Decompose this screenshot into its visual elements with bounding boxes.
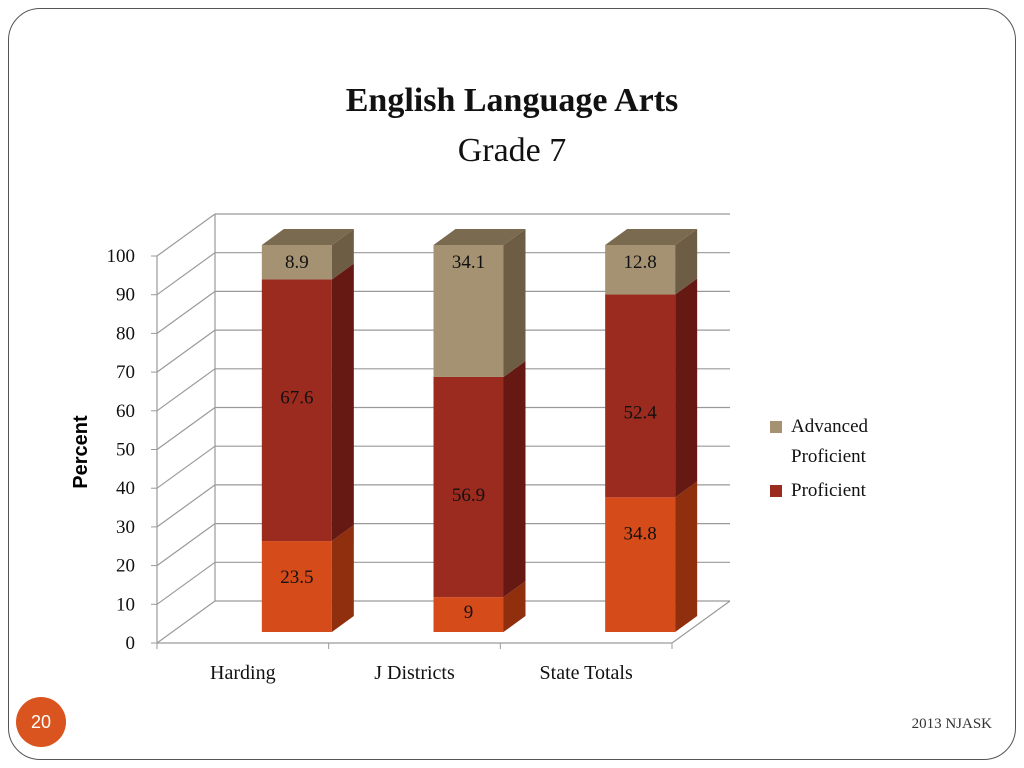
bar-state-totals-series-1 — [605, 294, 676, 498]
data-label-0-1: 67.6 — [280, 387, 313, 408]
bar-top-1 — [433, 229, 526, 245]
gridline-side-10 — [156, 561, 216, 605]
bar-side-1-1 — [503, 360, 526, 598]
y-axis-label: Percent — [70, 415, 92, 489]
legend-swatch-proficient — [770, 485, 782, 497]
legend-label-proficient: Proficient — [791, 480, 866, 501]
y-tick-label-90: 90 — [116, 285, 135, 306]
data-label-1-0: 9 — [464, 602, 474, 623]
legend-swatch-advanced-proficient — [770, 421, 782, 433]
slide-frame — [8, 8, 1016, 760]
bar-state-totals-series-0 — [605, 497, 676, 632]
bar-side-2-1 — [675, 278, 698, 498]
y-tick-label-100: 100 — [107, 246, 136, 267]
gridline-side-80 — [156, 290, 216, 334]
bar-side-2-2 — [675, 229, 698, 295]
bar-side-0-0 — [331, 525, 354, 632]
data-label-1-2: 34.1 — [452, 252, 485, 273]
bar-side-0-2 — [331, 229, 354, 280]
legend-item-advanced-proficient: Advanced Proficient — [770, 412, 930, 472]
y-tick-label-50: 50 — [116, 440, 135, 461]
y-tick-label-60: 60 — [116, 401, 135, 422]
legend-item-proficient: Proficient — [770, 476, 930, 506]
y-tick-label-0: 0 — [126, 633, 136, 654]
data-label-2-2: 12.8 — [624, 252, 657, 273]
bar-j-districts-series-2 — [433, 245, 504, 377]
data-label-0-2: 8.9 — [285, 252, 309, 273]
gridline-side-50 — [156, 407, 216, 450]
category-label-harding: Harding — [210, 662, 276, 684]
bar-j-districts-series-1 — [433, 376, 504, 598]
bar-top-0 — [261, 229, 354, 245]
bar-harding-series-1 — [261, 279, 332, 542]
gridline-side-30 — [156, 484, 216, 528]
gridline-side-100 — [156, 213, 216, 257]
gridline-side-90 — [156, 252, 216, 296]
legend: Advanced Proficient Proficient — [770, 412, 930, 506]
chart-subtitle: Grade 7 — [457, 132, 567, 169]
category-label-state-totals: State Totals — [540, 662, 633, 684]
gridline-side-20 — [156, 523, 216, 567]
bar-harding-series-0 — [261, 541, 332, 632]
bar-layer: 23.5 67.6 8.9 9 56.9 34.1 34.8 52.4 12.8 — [261, 229, 698, 632]
floor-right-edge — [671, 600, 731, 644]
y-tick-label-40: 40 — [116, 478, 135, 499]
bar-side-0-1 — [331, 263, 354, 542]
bar-top-2 — [605, 229, 698, 245]
chart-title: English Language Arts — [345, 82, 679, 119]
category-labels: Harding J Districts State Totals — [156, 643, 673, 684]
y-tick-label-10: 10 — [116, 594, 135, 615]
gridline-side-40 — [156, 445, 216, 489]
footer-text: 2013 NJASK — [911, 716, 992, 732]
gridline-side-60 — [156, 368, 216, 412]
y-tick-label-20: 20 — [116, 556, 135, 577]
tick-layer: 0 10 20 30 40 50 60 70 80 90 100 — [107, 246, 157, 654]
bar-side-2-0 — [675, 481, 698, 632]
data-label-2-0: 34.8 — [624, 523, 657, 544]
page-number-badge: 20 — [16, 697, 66, 747]
bar-state-totals-series-2 — [605, 245, 676, 295]
legend-label-advanced-proficient: Advanced Proficient — [791, 416, 869, 467]
bar-harding-series-2 — [261, 245, 332, 280]
data-label-0-0: 23.5 — [280, 567, 313, 588]
gridline-side-70 — [156, 329, 216, 373]
y-tick-label-80: 80 — [116, 323, 135, 344]
data-label-1-1: 56.9 — [452, 485, 485, 506]
gridline-side-0 — [156, 600, 216, 644]
bar-j-districts-series-0 — [433, 597, 504, 632]
category-label-j-districts: J Districts — [374, 662, 455, 684]
data-label-2-1: 52.4 — [624, 403, 658, 424]
bar-side-1-2 — [503, 229, 526, 377]
y-tick-label-70: 70 — [116, 362, 135, 383]
bar-side-1-0 — [503, 581, 526, 632]
y-tick-label-30: 30 — [116, 517, 135, 538]
